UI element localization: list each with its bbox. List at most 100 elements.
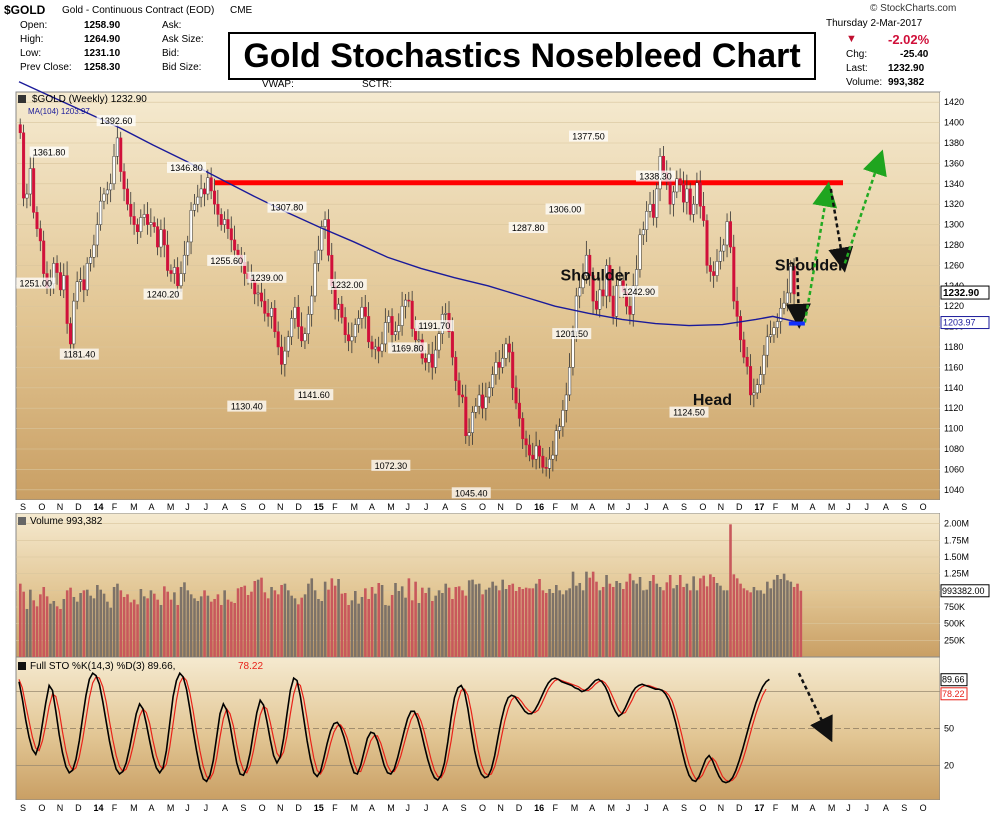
- volume-bar: [243, 585, 247, 657]
- month-label-bottom: O: [259, 803, 266, 813]
- candle-down: [481, 394, 485, 409]
- month-label-bottom: F: [552, 803, 558, 813]
- pattern-label: Shoulder: [775, 258, 844, 275]
- candle-down: [517, 402, 521, 419]
- month-label-top: J: [626, 502, 631, 512]
- volume-bar: [799, 590, 803, 657]
- price-annotation-bg: [29, 146, 69, 158]
- volume-bar: [183, 582, 186, 657]
- price-annotation: 1141.60: [298, 390, 330, 400]
- volume-bar: [226, 599, 230, 657]
- month-label-top: A: [883, 502, 889, 512]
- last-price-box: [940, 285, 990, 300]
- candle-up: [303, 333, 307, 342]
- candle-up: [256, 292, 260, 295]
- candle-up: [789, 266, 793, 294]
- candle-up: [28, 168, 32, 195]
- volume-bar: [591, 571, 595, 657]
- symbol: $GOLD: [4, 3, 46, 17]
- volume-bar: [139, 589, 143, 657]
- volume-bar: [340, 593, 344, 657]
- candle-down: [169, 270, 173, 274]
- candle-up: [437, 333, 441, 351]
- low-label: Low:: [20, 48, 42, 59]
- volume-bar: [253, 581, 257, 657]
- candle-up: [785, 292, 789, 304]
- month-label-top: F: [112, 502, 118, 512]
- volume-bar: [260, 577, 263, 657]
- candle-up: [554, 430, 558, 456]
- month-label-bottom: O: [479, 803, 486, 813]
- candle-up: [196, 196, 200, 205]
- volume-bar: [719, 585, 722, 657]
- candle-down: [507, 343, 511, 353]
- month-label-top: J: [846, 502, 851, 512]
- volume-bar: [163, 586, 166, 657]
- candle-up: [286, 336, 290, 352]
- candle-down: [213, 190, 217, 205]
- month-label-bottom: N: [57, 803, 64, 813]
- volume-bar: [611, 587, 615, 657]
- candle-up: [548, 458, 552, 469]
- month-label-bottom: A: [442, 803, 448, 813]
- price-tick-label: 1300: [944, 220, 964, 230]
- month-label-top: J: [424, 502, 429, 512]
- candle-up: [772, 327, 776, 336]
- candle-down: [460, 394, 464, 398]
- candle-down: [735, 300, 739, 317]
- candle-down: [347, 334, 351, 342]
- down-arrow-1: [785, 257, 811, 329]
- candle-up: [139, 217, 143, 232]
- chg-value: -25.40: [900, 49, 929, 60]
- volume-bar: [303, 594, 307, 657]
- price-annotation-bg: [508, 222, 548, 234]
- month-label-bottom: M: [387, 803, 395, 813]
- month-label-bottom: J: [185, 803, 190, 813]
- candle-down: [296, 306, 300, 327]
- volume-bar: [390, 595, 394, 657]
- candle-down: [219, 214, 223, 225]
- candle-down: [682, 183, 686, 203]
- volume-bar: [618, 583, 622, 657]
- month-label-bottom: O: [920, 803, 927, 813]
- volume-bar: [92, 598, 96, 657]
- price-annotation: 1181.40: [63, 350, 95, 360]
- volume-bar: [431, 601, 434, 657]
- candle-up: [199, 188, 203, 198]
- candle-down: [541, 455, 545, 468]
- volume-bar: [772, 579, 776, 657]
- volume-tick-label: 250K: [944, 635, 965, 645]
- volume-bar: [424, 593, 427, 657]
- volume-bar: [193, 598, 196, 657]
- candle-up: [692, 203, 696, 215]
- volume-bar: [256, 579, 260, 657]
- open-label: Open:: [20, 20, 48, 31]
- candle-up: [695, 182, 699, 205]
- month-label-top: J: [204, 502, 209, 512]
- volume-bar: [132, 599, 136, 657]
- candle-down: [454, 356, 458, 381]
- volume-bar: [343, 593, 347, 657]
- candle-down: [742, 339, 746, 358]
- price-tick-label: 1220: [944, 301, 964, 311]
- candle-up: [206, 177, 210, 195]
- candle-down: [58, 272, 62, 291]
- candle-up: [558, 426, 562, 431]
- month-label-bottom: M: [167, 803, 175, 813]
- candle-up: [715, 261, 719, 276]
- month-label-bottom: F: [332, 803, 338, 813]
- pattern-label: Shoulder: [561, 268, 630, 285]
- month-label-top: D: [295, 502, 302, 512]
- month-label-top: A: [663, 502, 669, 512]
- month-label-bottom: M: [571, 803, 579, 813]
- price-annotation: 1130.40: [231, 402, 263, 412]
- month-label-top: D: [736, 502, 743, 512]
- volume-bar: [421, 587, 424, 657]
- volume-bar: [52, 601, 56, 657]
- volume-bar: [69, 587, 72, 657]
- candle-down: [594, 300, 598, 310]
- candle-down: [156, 226, 160, 248]
- candle-up: [494, 362, 498, 375]
- volume-bar: [206, 595, 210, 657]
- volume-bar: [685, 583, 689, 657]
